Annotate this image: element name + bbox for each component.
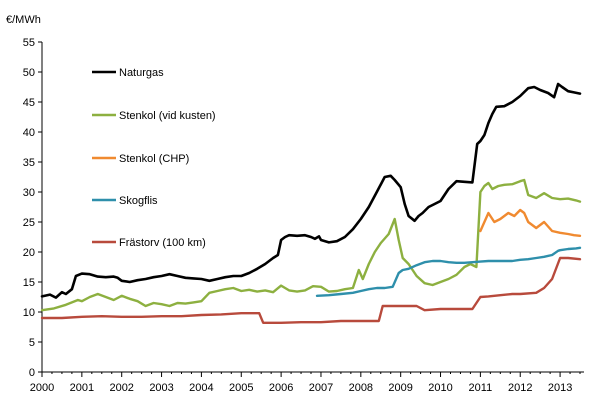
y-tick-label: 35 xyxy=(23,157,35,169)
legend-label: Stenkol (CHP) xyxy=(119,153,189,165)
y-tick-label: 40 xyxy=(23,127,35,139)
y-tick-label: 45 xyxy=(23,97,35,109)
x-tick-label: 2005 xyxy=(229,382,253,394)
legend-label: Stenkol (vid kusten) xyxy=(119,110,216,122)
x-tick-label: 2008 xyxy=(349,382,373,394)
series-line-4 xyxy=(315,246,582,297)
y-tick-label: 20 xyxy=(23,247,35,259)
x-tick-label: 2003 xyxy=(149,382,173,394)
x-tick-label: 2009 xyxy=(388,382,412,394)
y-axis: 0 5 10 15 20 25 30 35 40 45 50 55 xyxy=(23,37,43,379)
y-tick-label: 50 xyxy=(23,67,35,79)
y-tick-label: 55 xyxy=(23,37,35,49)
series-line-1 xyxy=(40,82,582,299)
legend-label: Skogflis xyxy=(119,195,158,207)
y-tick-label: 5 xyxy=(29,337,35,349)
x-tick-label: 2001 xyxy=(70,382,94,394)
series-line-2 xyxy=(40,178,582,312)
x-axis: 2000 2001 2002 2003 2004 2005 2006 2007 2008 2009… xyxy=(30,371,584,394)
x-tick-label: 2000 xyxy=(30,382,54,394)
y-tick-label: 10 xyxy=(23,307,35,319)
y-axis-unit-label: €/MWh xyxy=(6,14,41,26)
x-tick-label: 2012 xyxy=(508,382,532,394)
x-tick-label: 2004 xyxy=(189,382,213,394)
y-tick-label: 30 xyxy=(23,187,35,199)
series-line-5 xyxy=(40,256,582,324)
x-tick-label: 2013 xyxy=(548,382,572,394)
x-tick-label: 2010 xyxy=(428,382,452,394)
y-tick-label: 0 xyxy=(29,367,35,379)
series-layer xyxy=(40,82,582,324)
legend: Naturgas Stenkol (vid kusten) Stenkol (CHP… xyxy=(92,67,216,249)
series-line-3 xyxy=(479,208,582,238)
x-tick-label: 2002 xyxy=(109,382,133,394)
x-tick-label: 2006 xyxy=(269,382,293,394)
x-tick-label: 2007 xyxy=(309,382,333,394)
x-tick-label: 2011 xyxy=(469,382,493,394)
y-tick-label: 25 xyxy=(23,217,35,229)
legend-label: Naturgas xyxy=(119,67,164,79)
legend-label: Frästorv (100 km) xyxy=(119,237,206,249)
y-tick-label: 15 xyxy=(23,277,35,289)
